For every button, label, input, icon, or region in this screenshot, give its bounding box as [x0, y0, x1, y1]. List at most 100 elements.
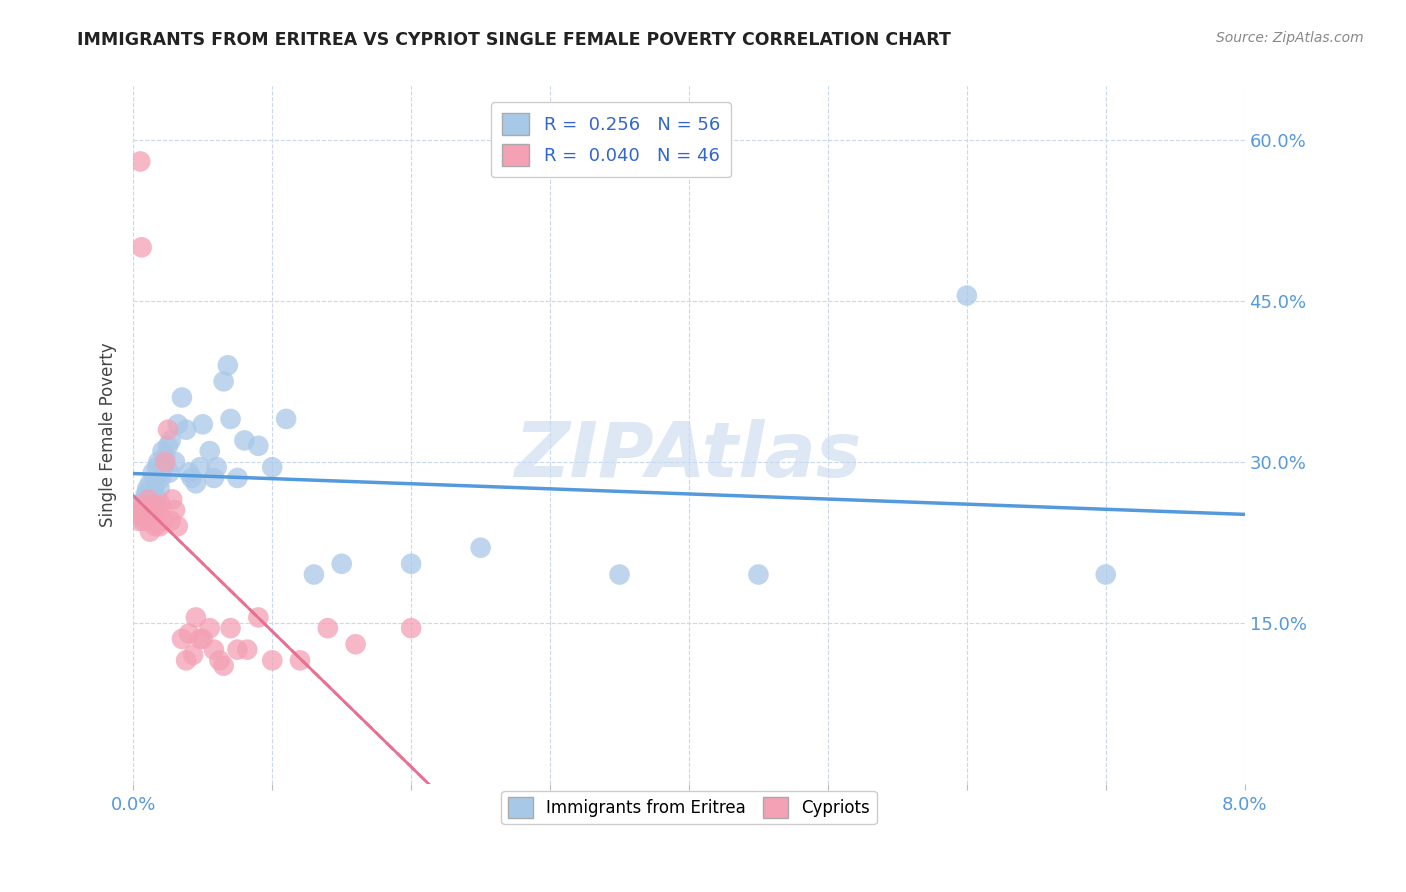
Point [155, 455, 177, 469]
Point [166, 417, 188, 432]
Point [212, 658, 235, 673]
Point [399, 621, 422, 635]
Point [134, 498, 156, 512]
Point [226, 642, 249, 657]
Point [141, 487, 163, 501]
Point [131, 508, 153, 523]
Point [344, 637, 367, 651]
Point [166, 519, 188, 533]
Point [139, 476, 162, 491]
Point [302, 567, 325, 582]
Point [330, 557, 353, 571]
Point [174, 423, 197, 437]
Point [288, 653, 311, 667]
Point [247, 439, 270, 453]
Point [174, 653, 197, 667]
Point [170, 391, 193, 405]
Point [160, 492, 183, 507]
Point [143, 498, 166, 512]
Point [316, 621, 339, 635]
Point [399, 557, 422, 571]
Legend: Immigrants from Eritrea, Cypriots: Immigrants from Eritrea, Cypriots [502, 790, 876, 824]
Point [155, 450, 177, 464]
Point [143, 503, 166, 517]
Point [129, 503, 152, 517]
Point [127, 503, 149, 517]
Point [128, 514, 150, 528]
Point [138, 498, 160, 512]
Point [143, 482, 166, 496]
Point [163, 455, 186, 469]
Point [149, 519, 172, 533]
Point [956, 288, 979, 302]
Point [145, 476, 167, 491]
Point [184, 610, 207, 624]
Point [136, 508, 159, 523]
Point [747, 567, 769, 582]
Point [205, 460, 228, 475]
Point [134, 492, 156, 507]
Point [139, 503, 162, 517]
Point [202, 642, 225, 657]
Point [198, 444, 221, 458]
Point [212, 375, 235, 389]
Point [1094, 567, 1116, 582]
Point [136, 482, 159, 496]
Point [177, 626, 200, 640]
Point [163, 503, 186, 517]
Point [131, 240, 153, 254]
Point [159, 466, 181, 480]
Text: IMMIGRANTS FROM ERITREA VS CYPRIOT SINGLE FEMALE POVERTY CORRELATION CHART: IMMIGRANTS FROM ERITREA VS CYPRIOT SINGL… [77, 31, 952, 49]
Point [132, 514, 155, 528]
Point [157, 423, 180, 437]
Point [188, 632, 211, 646]
Point [132, 503, 155, 517]
Point [191, 417, 214, 432]
Point [146, 492, 169, 507]
Point [226, 471, 249, 485]
Point [217, 359, 239, 373]
Point [233, 434, 256, 448]
Point [142, 492, 165, 507]
Point [139, 524, 162, 539]
Point [135, 514, 157, 528]
Point [149, 482, 172, 496]
Point [160, 514, 183, 528]
Point [150, 498, 173, 512]
Point [148, 508, 170, 523]
Point [145, 519, 167, 533]
Y-axis label: Single Female Poverty: Single Female Poverty [100, 343, 117, 527]
Point [136, 508, 159, 523]
Point [129, 154, 152, 169]
Point [141, 503, 163, 517]
Point [146, 460, 169, 475]
Point [202, 471, 225, 485]
Point [160, 434, 183, 448]
Point [188, 460, 211, 475]
Point [142, 466, 165, 480]
Point [191, 632, 214, 646]
Point [177, 466, 200, 480]
Point [153, 514, 176, 528]
Point [276, 412, 298, 426]
Point [247, 610, 270, 624]
Text: ZIPAtlas: ZIPAtlas [516, 419, 863, 493]
Point [146, 503, 169, 517]
Point [138, 492, 160, 507]
Point [150, 471, 173, 485]
Point [219, 412, 242, 426]
Point [470, 541, 492, 555]
Point [127, 498, 149, 512]
Point [125, 508, 148, 523]
Point [262, 460, 284, 475]
Text: Source: ZipAtlas.com: Source: ZipAtlas.com [1216, 31, 1364, 45]
Point [609, 567, 631, 582]
Point [262, 653, 284, 667]
Point [157, 439, 180, 453]
Point [219, 621, 242, 635]
Point [135, 487, 157, 501]
Point [198, 621, 221, 635]
Point [153, 460, 176, 475]
Point [170, 632, 193, 646]
Point [142, 514, 165, 528]
